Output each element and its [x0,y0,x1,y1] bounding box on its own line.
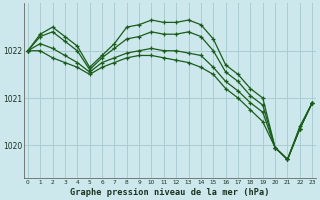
X-axis label: Graphe pression niveau de la mer (hPa): Graphe pression niveau de la mer (hPa) [70,188,270,197]
